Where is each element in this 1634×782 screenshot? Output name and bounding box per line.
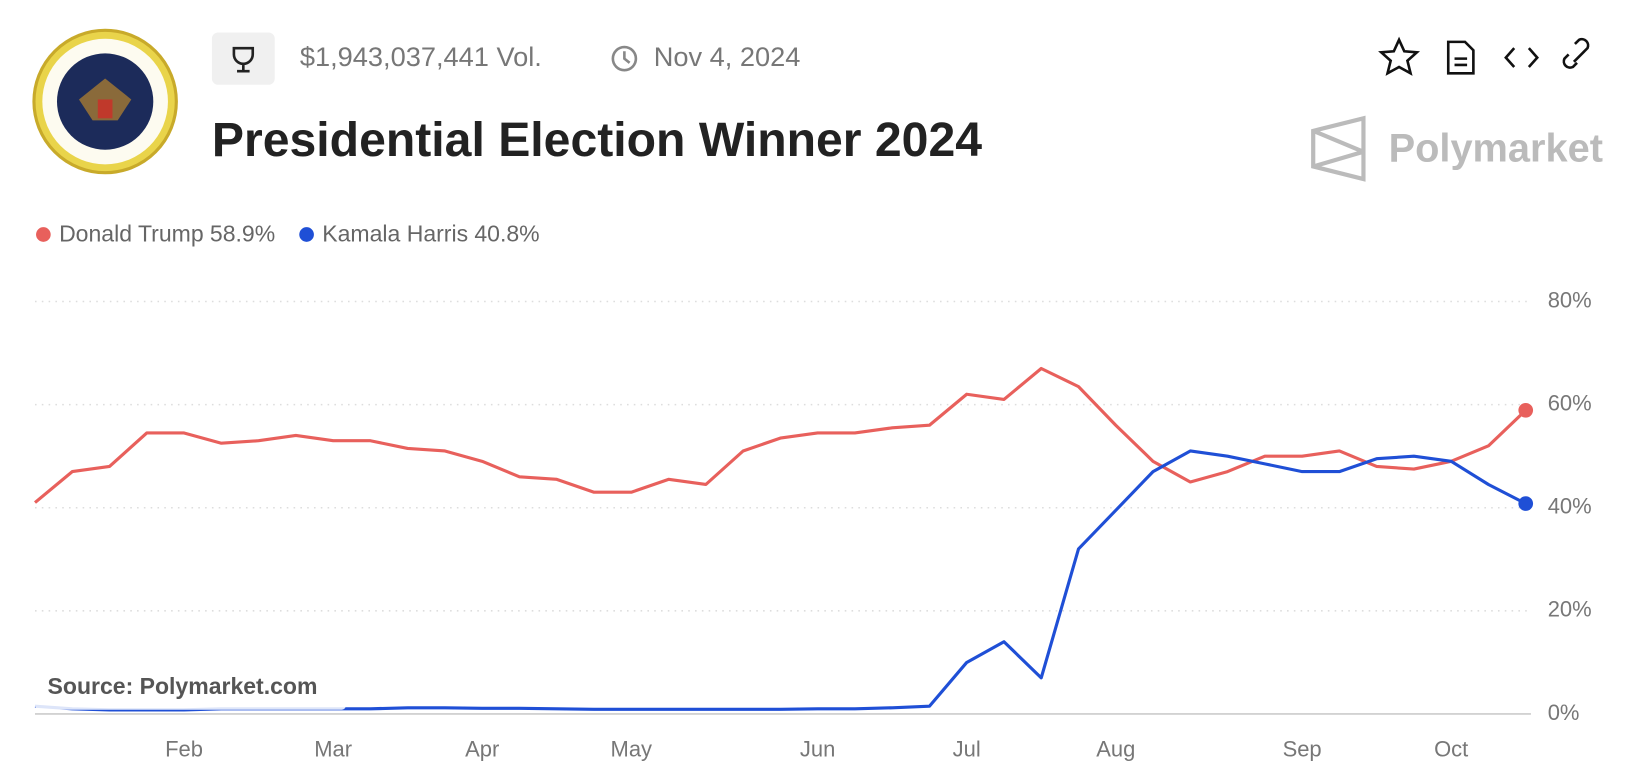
seal <box>32 28 178 175</box>
trophy-button[interactable] <box>211 32 275 85</box>
y-tick-label: 80% <box>1548 287 1592 312</box>
legend-value: 40.8% <box>474 221 539 247</box>
link-icon[interactable] <box>1562 37 1590 69</box>
y-tick-label: 20% <box>1548 597 1592 622</box>
x-tick-label: Aug <box>1096 736 1135 761</box>
x-tick-label: Sep <box>1283 736 1322 761</box>
x-tick-label: Oct <box>1434 736 1468 761</box>
legend-dot <box>299 227 314 242</box>
legend-label: Kamala Harris <box>322 221 468 247</box>
clock-icon <box>611 45 638 72</box>
x-tick-label: Jun <box>800 736 835 761</box>
legend: Donald Trump 58.9% Kamala Harris 40.8% <box>36 221 540 247</box>
end-dot <box>1518 496 1534 511</box>
series-line <box>33 366 1527 504</box>
x-tick-label: Mar <box>314 736 352 761</box>
y-tick-label: 0% <box>1548 700 1580 725</box>
y-tick-label: 40% <box>1548 494 1592 519</box>
end-date: Nov 4, 2024 <box>654 41 801 72</box>
y-tick-label: 60% <box>1548 390 1592 415</box>
legend-label: Donald Trump <box>59 221 204 247</box>
x-tick-label: Apr <box>465 736 499 761</box>
volume: $1,943,037,441 Vol. <box>300 41 542 72</box>
plot: 0% 20% 40% 60% 80% Feb Mar Apr May Jun Jul Aug Sep Oc… <box>33 287 1592 761</box>
source: Source: Polymarket.com <box>48 673 318 699</box>
doc-icon[interactable] <box>1446 40 1475 75</box>
x-tick-label: Jul <box>953 736 981 761</box>
legend-dot <box>36 227 51 242</box>
source-box <box>35 663 346 710</box>
x-tick-label: Feb <box>165 736 203 761</box>
x-tick-label: May <box>611 736 653 761</box>
title: Presidential Election Winner 2024 <box>212 113 982 167</box>
brand: Polymarket <box>1389 126 1603 170</box>
legend-value: 58.9% <box>210 221 275 247</box>
end-dot <box>1518 402 1534 418</box>
star-icon[interactable] <box>1378 36 1420 76</box>
brand-logo <box>1311 115 1366 182</box>
trophy-icon <box>232 46 255 73</box>
embed-icon[interactable] <box>1504 47 1539 68</box>
